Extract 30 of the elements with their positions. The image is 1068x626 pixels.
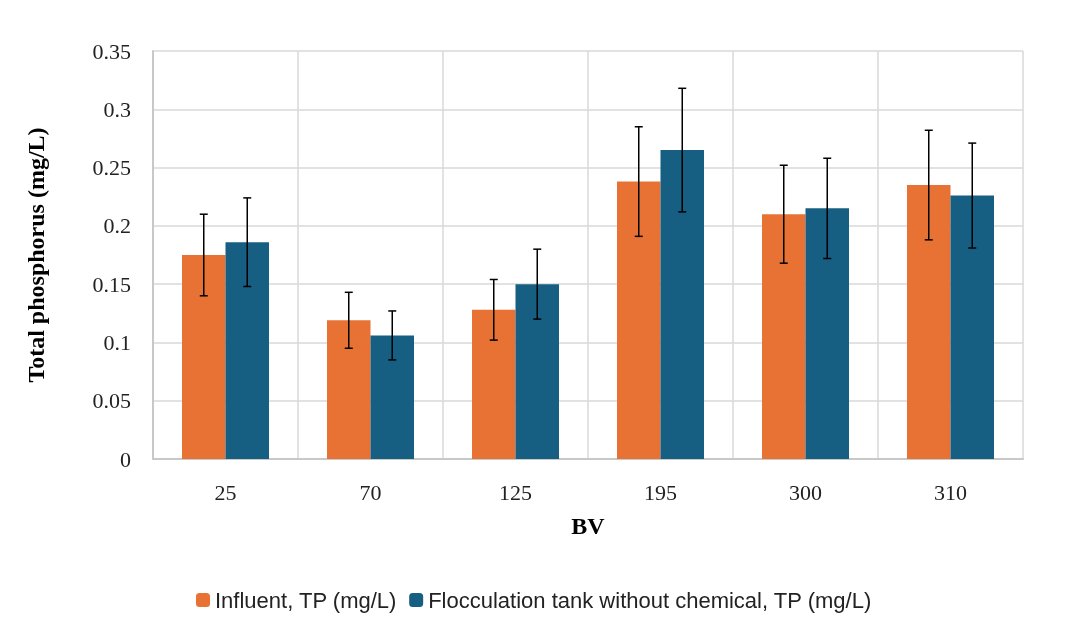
y-tick-label: 0 [120, 446, 131, 472]
x-tick-label: 310 [934, 479, 967, 505]
bar [472, 309, 516, 459]
bar [660, 150, 704, 459]
y-tick-label: 0.25 [92, 155, 131, 181]
legend-label: Flocculation tank without chemical, TP (mg/L) [428, 587, 872, 613]
bar [617, 181, 661, 459]
x-tick-label: 195 [644, 479, 677, 505]
x-tick-label: 125 [499, 479, 532, 505]
x-axis-title: BV [571, 513, 606, 539]
bar [515, 284, 559, 459]
y-tick-label: 0.15 [92, 271, 131, 297]
y-tick-label: 0.35 [92, 38, 131, 64]
bar [182, 255, 226, 459]
bar [805, 208, 849, 459]
y-tick-label: 0.2 [103, 213, 131, 239]
y-tick-label: 0.1 [103, 329, 131, 355]
bar [225, 242, 269, 459]
y-tick-label: 0.3 [103, 96, 131, 122]
bar [950, 195, 994, 459]
legend-label: Influent, TP (mg/L) [214, 587, 397, 613]
bar [370, 335, 414, 459]
bar [762, 214, 806, 459]
y-axis-title: Total phosphorus (mg/L) [23, 127, 49, 383]
bar [907, 185, 951, 459]
x-tick-label: 70 [359, 479, 382, 505]
bar [327, 320, 371, 459]
x-tick-label: 25 [214, 479, 237, 505]
x-tick-label: 300 [789, 479, 822, 505]
y-tick-label: 0.05 [92, 388, 131, 414]
